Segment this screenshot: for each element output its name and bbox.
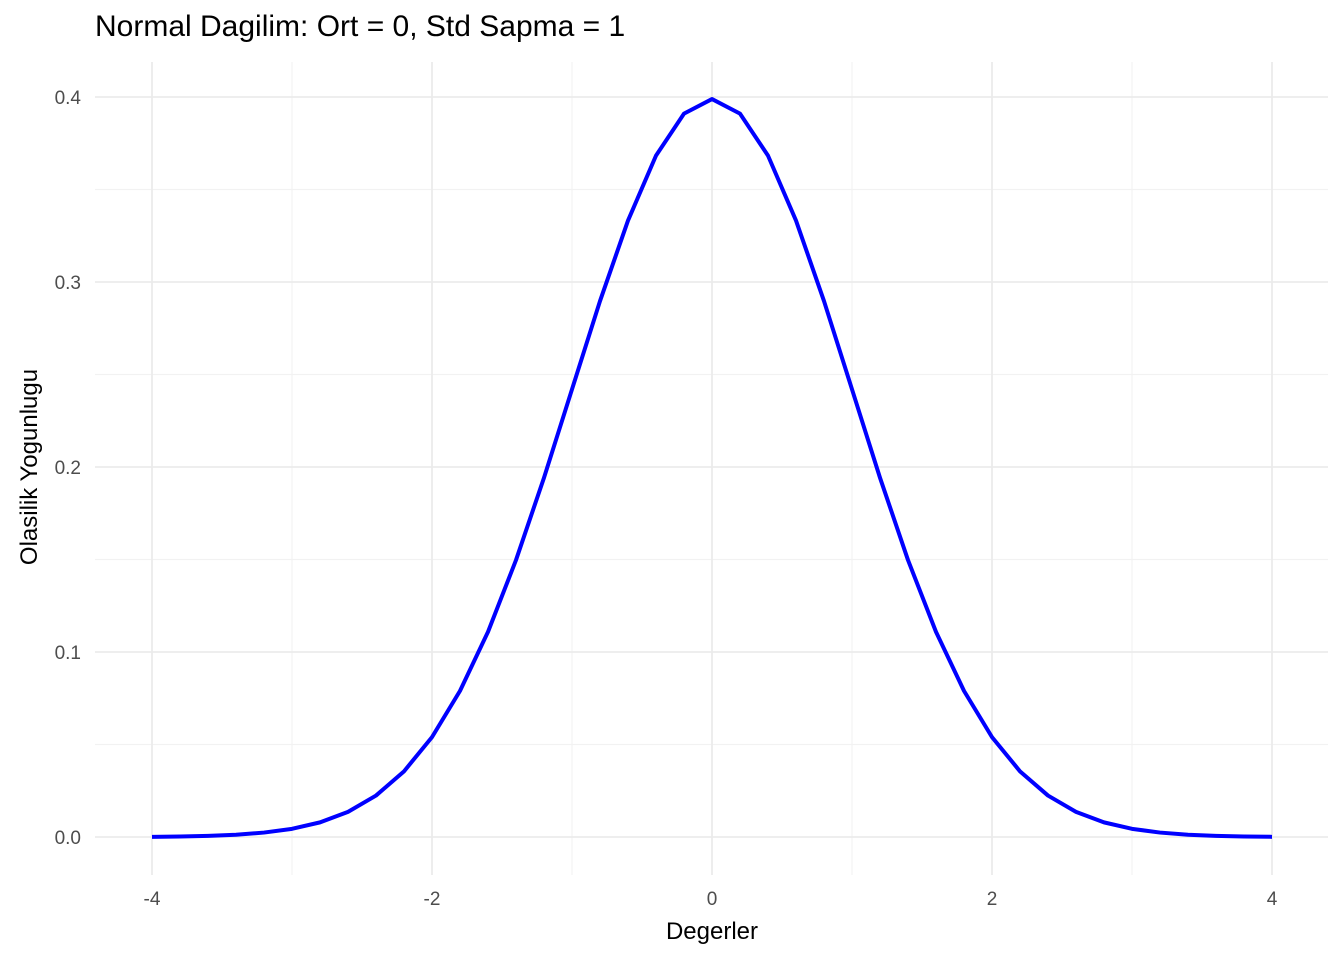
x-tick-label: -2 xyxy=(424,889,441,910)
series-line xyxy=(151,97,1273,839)
y-tick-label: 0.4 xyxy=(55,88,82,109)
series-layer xyxy=(151,97,1273,839)
y-axis-title: Olasilik Yogunlugu xyxy=(16,369,43,565)
tick-labels: -4 -2 0 2 4 0.0 0.1 0.2 0.3 0.4 xyxy=(55,88,1278,910)
chart-title: Normal Dagilim: Ort = 0, Std Sapma = 1 xyxy=(95,10,626,43)
y-tick-label: 0.2 xyxy=(55,458,81,479)
y-tick-label: 0.3 xyxy=(55,273,81,294)
x-axis-title: Degerler xyxy=(666,918,758,945)
y-tick-label: 0.1 xyxy=(55,643,81,664)
x-tick-label: 2 xyxy=(987,889,998,910)
x-tick-label: -4 xyxy=(144,889,161,910)
x-tick-label: 0 xyxy=(707,889,718,910)
y-tick-label: 0.0 xyxy=(55,828,81,849)
grid-lines xyxy=(95,62,1328,875)
x-tick-label: 4 xyxy=(1267,889,1278,910)
